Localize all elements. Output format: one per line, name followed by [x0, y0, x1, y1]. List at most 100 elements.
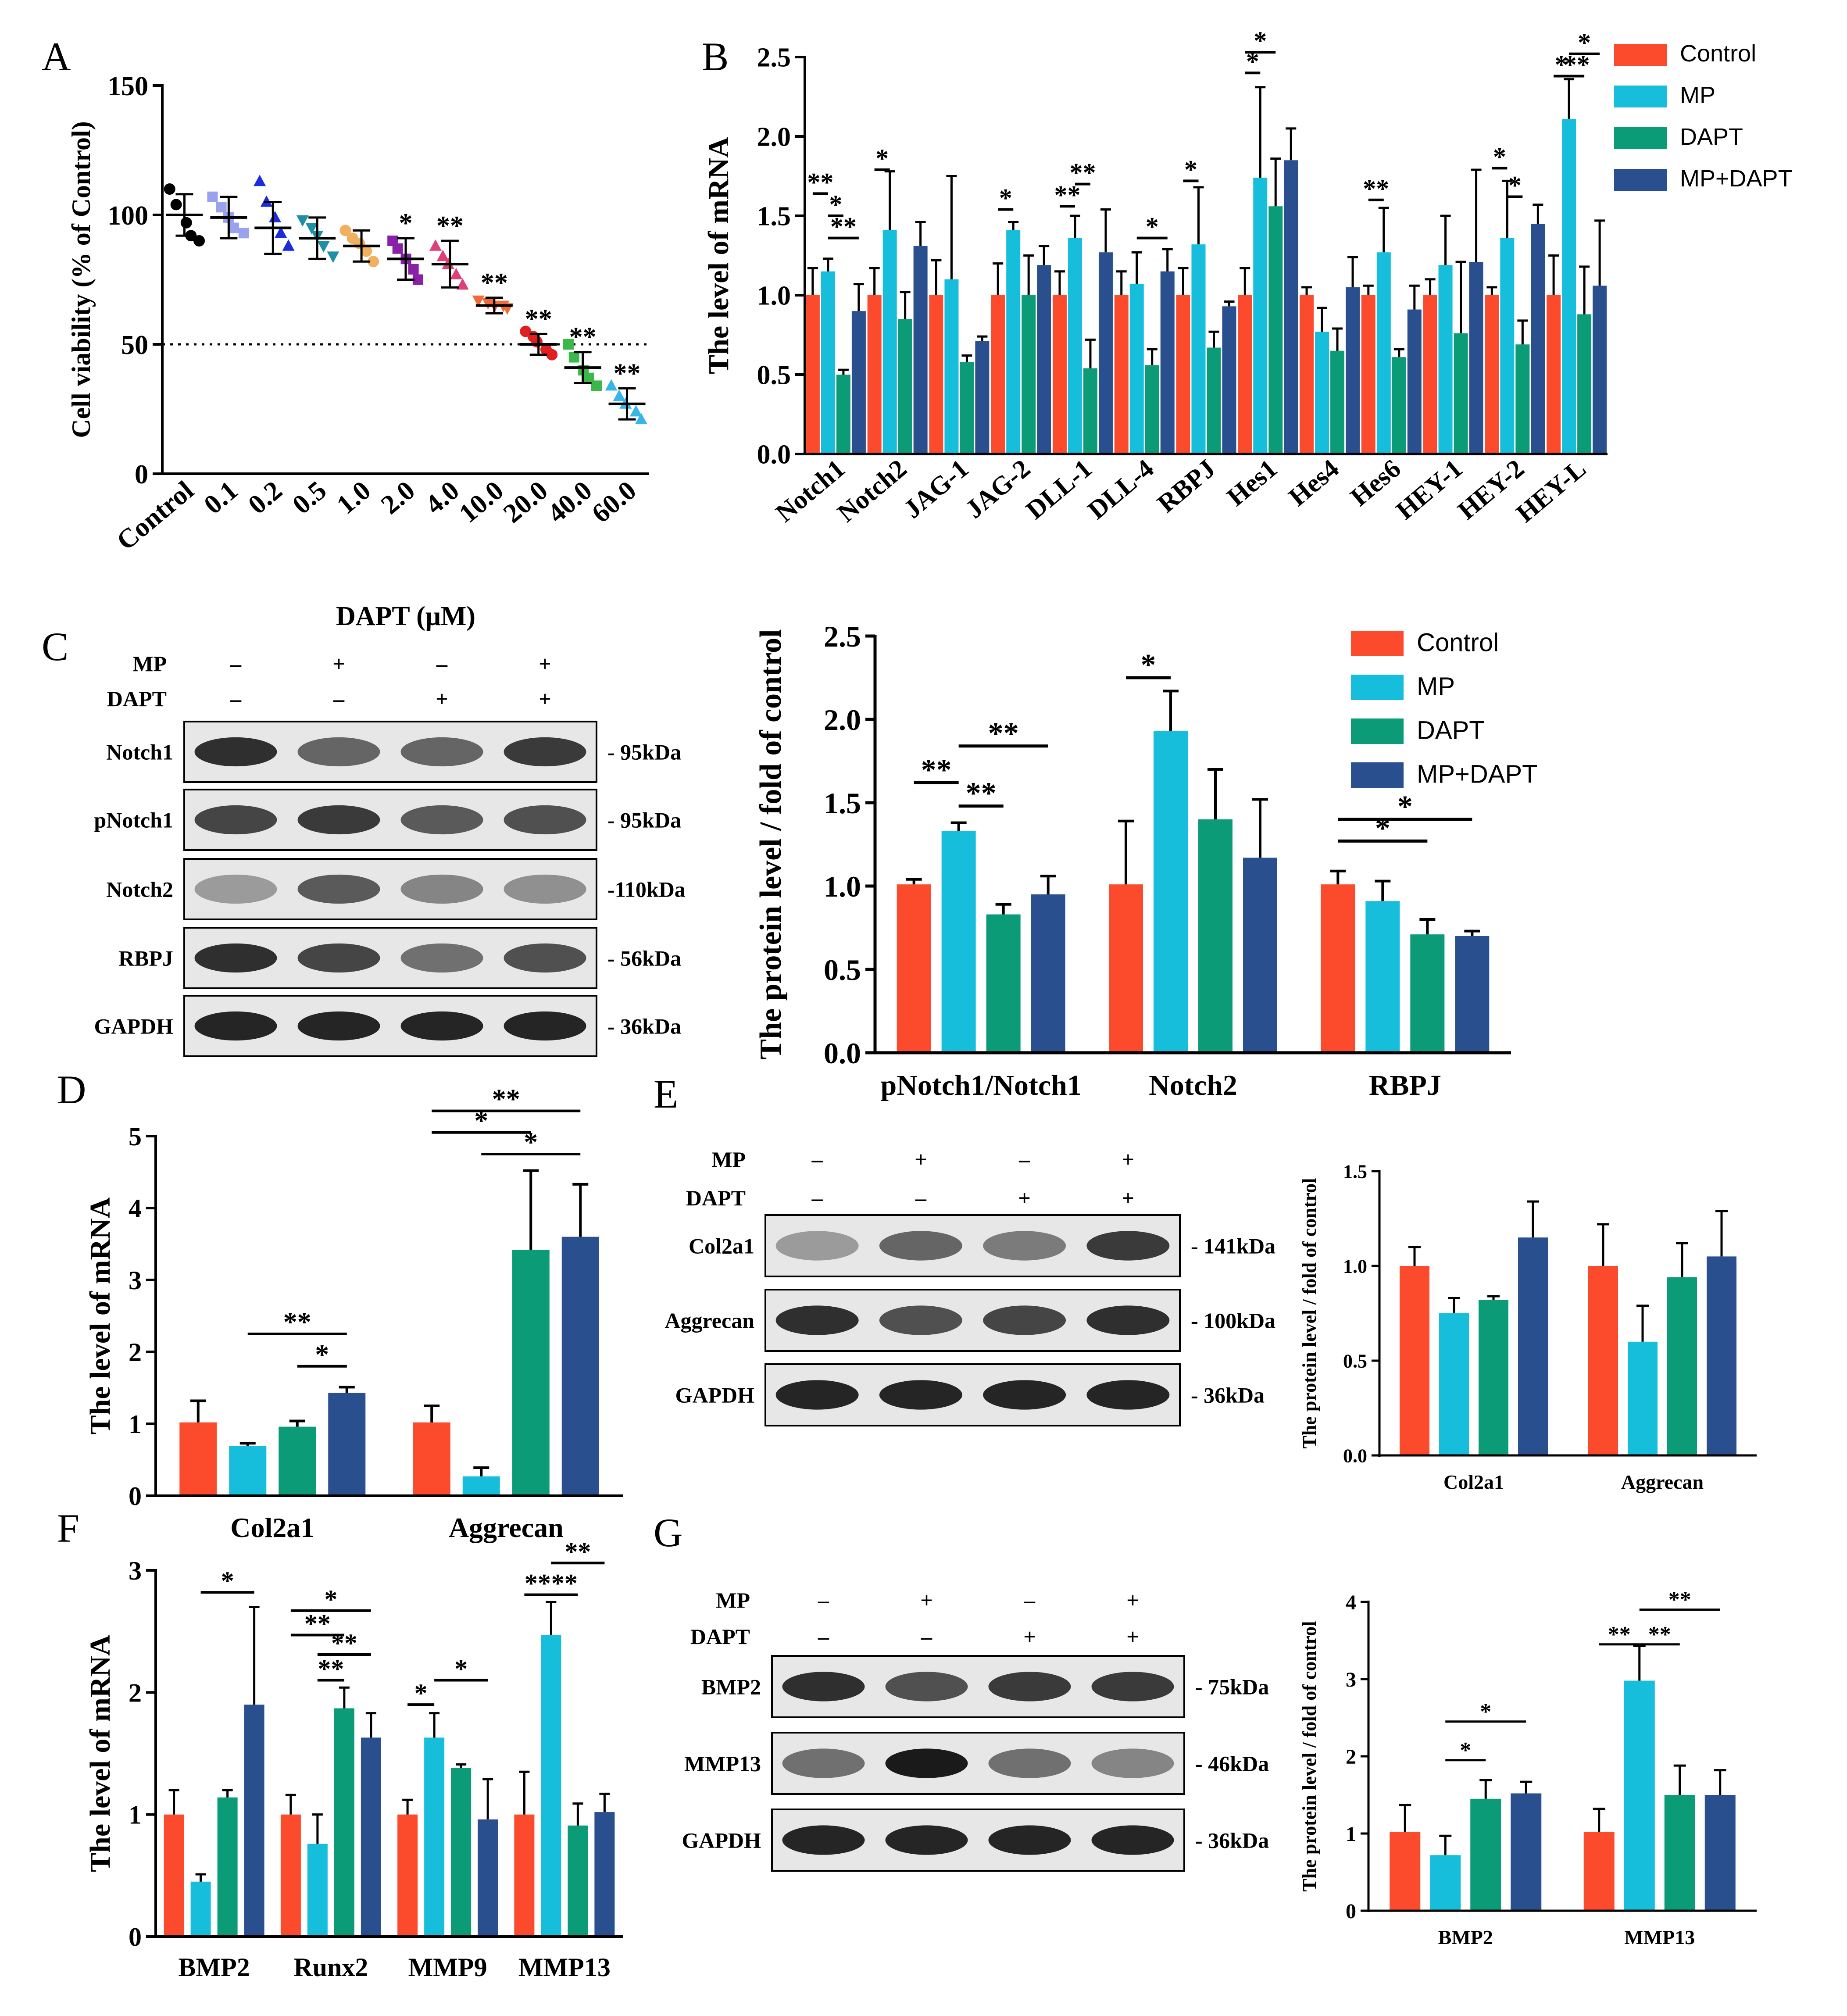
protein-label: Col2a1: [689, 1234, 754, 1258]
treatment-sign: –: [333, 686, 345, 711]
protein-band: [988, 1825, 1071, 1855]
data-point: [317, 241, 330, 253]
protein-band: [983, 1231, 1066, 1261]
legend-label: Control: [1680, 40, 1756, 67]
y-tick-label: 2.5: [824, 620, 861, 653]
x-tick-label: 0.1: [198, 475, 243, 520]
y-tick-label: 4: [1346, 1591, 1356, 1614]
x-tick-label: MMP9: [408, 1953, 487, 1982]
x-tick-label: DLL-1: [1021, 454, 1097, 525]
panel-letter-g: G: [654, 1510, 682, 1555]
bar-mp-dapt-7: [1284, 160, 1298, 454]
legend-legend_B: Control MP DAPT MP+DAPT: [1614, 40, 1793, 192]
protein-band: [1091, 1825, 1174, 1855]
significance-label: *: [1480, 1699, 1491, 1724]
treatment-sign: +: [1126, 1624, 1139, 1649]
size-label: - 95kDa: [607, 740, 681, 765]
size-label: -110kDa: [607, 877, 686, 902]
y-tick-label: 1.5: [757, 202, 791, 232]
bar-control-0: [897, 884, 931, 1053]
data-point: [635, 413, 647, 425]
bar-mp-dapt-2: [975, 341, 990, 454]
significance-label: **: [283, 1306, 311, 1337]
data-point: [368, 256, 379, 268]
protein-band: [879, 1305, 962, 1335]
data-point: [436, 250, 449, 261]
data-point: [629, 405, 642, 417]
data-point: [275, 226, 287, 238]
y-axis-label: The level of mRNA: [703, 137, 735, 374]
protein-band: [885, 1672, 968, 1701]
bar-control-8: [1300, 295, 1314, 454]
protein-band: [988, 1748, 1071, 1778]
protein-band: [983, 1305, 1066, 1335]
protein-band: [1086, 1305, 1170, 1335]
treatment-sign: +: [915, 1147, 927, 1172]
protein-band: [297, 943, 380, 973]
protein-band: [782, 1825, 865, 1855]
x-axis-label: DAPT (μM): [336, 601, 475, 631]
significance-label: *: [1578, 28, 1591, 57]
bar-mp-0: [941, 831, 976, 1053]
data-point: [531, 336, 543, 348]
bar-mp-1: [1624, 1680, 1655, 1911]
size-label: - 46kDa: [1195, 1751, 1269, 1776]
treatment-sign: +: [436, 686, 448, 711]
x-tick-label: Aggrecan: [1621, 1471, 1704, 1493]
bar-dapt-2: [960, 362, 974, 454]
y-tick-label: 0.0: [824, 1037, 861, 1070]
significance-label: *: [524, 1126, 538, 1158]
x-tick-label: Runx2: [293, 1953, 368, 1982]
data-point: [327, 251, 339, 263]
x-tick-label: 10.0: [454, 475, 509, 529]
size-label: - 36kDa: [607, 1014, 681, 1039]
bar-dapt-8: [1330, 350, 1345, 454]
bar-mp-dapt-0: [1511, 1793, 1542, 1911]
significance-label: **: [966, 777, 997, 811]
bar-control-2: [1321, 884, 1355, 1053]
protein-band: [400, 1011, 483, 1041]
treatment-sign: –: [811, 1186, 823, 1210]
data-point: [254, 175, 266, 186]
y-tick-label: 2: [129, 1338, 142, 1367]
x-tick-label: 4.0: [420, 475, 465, 520]
bar-control-1: [413, 1422, 450, 1496]
protein-band: [400, 737, 483, 767]
protein-band: [983, 1380, 1066, 1410]
significance-label: **: [1069, 158, 1096, 187]
y-tick-label: 1.5: [824, 786, 861, 820]
significance-label: **: [551, 1569, 578, 1598]
treatment-sign: +: [1023, 1624, 1036, 1649]
data-point: [450, 268, 463, 279]
bar-mp-1: [462, 1476, 500, 1496]
bar-mp-dapt-9: [1407, 309, 1422, 454]
x-tick-label: HEY-1: [1390, 454, 1468, 525]
bar-dapt-1: [334, 1708, 354, 1937]
x-tick-label: JAG-1: [898, 454, 974, 524]
protein-band: [400, 943, 483, 973]
protein-band: [782, 1748, 865, 1778]
legend-label: DAPT: [1680, 124, 1743, 150]
significance-label: *: [1555, 50, 1568, 79]
bar-mp-7: [1253, 178, 1268, 454]
treatment-sign: –: [921, 1624, 932, 1649]
bar-control-0: [805, 295, 820, 454]
data-point: [207, 191, 218, 202]
panel-letter-d: D: [57, 1067, 86, 1112]
protein-band: [1086, 1380, 1170, 1410]
treatment-sign: +: [920, 1588, 933, 1612]
bar-mp-dapt-1: [1707, 1256, 1736, 1455]
y-tick-label: 1.0: [757, 281, 791, 311]
x-tick-label: MMP13: [518, 1953, 611, 1982]
bar-control-4: [1052, 295, 1067, 454]
significance-label: *: [474, 1105, 488, 1136]
y-axis-label: The protein level / fold of control: [1299, 1621, 1320, 1892]
bar-dapt-0: [1479, 1300, 1508, 1455]
y-tick-label: 0: [135, 460, 148, 490]
bar-mp-5: [1129, 284, 1144, 454]
x-tick-label: 20.0: [498, 475, 554, 529]
x-tick-label: DLL-4: [1082, 454, 1159, 525]
bar-dapt-12: [1577, 314, 1592, 454]
treatment-sign: +: [332, 651, 345, 676]
